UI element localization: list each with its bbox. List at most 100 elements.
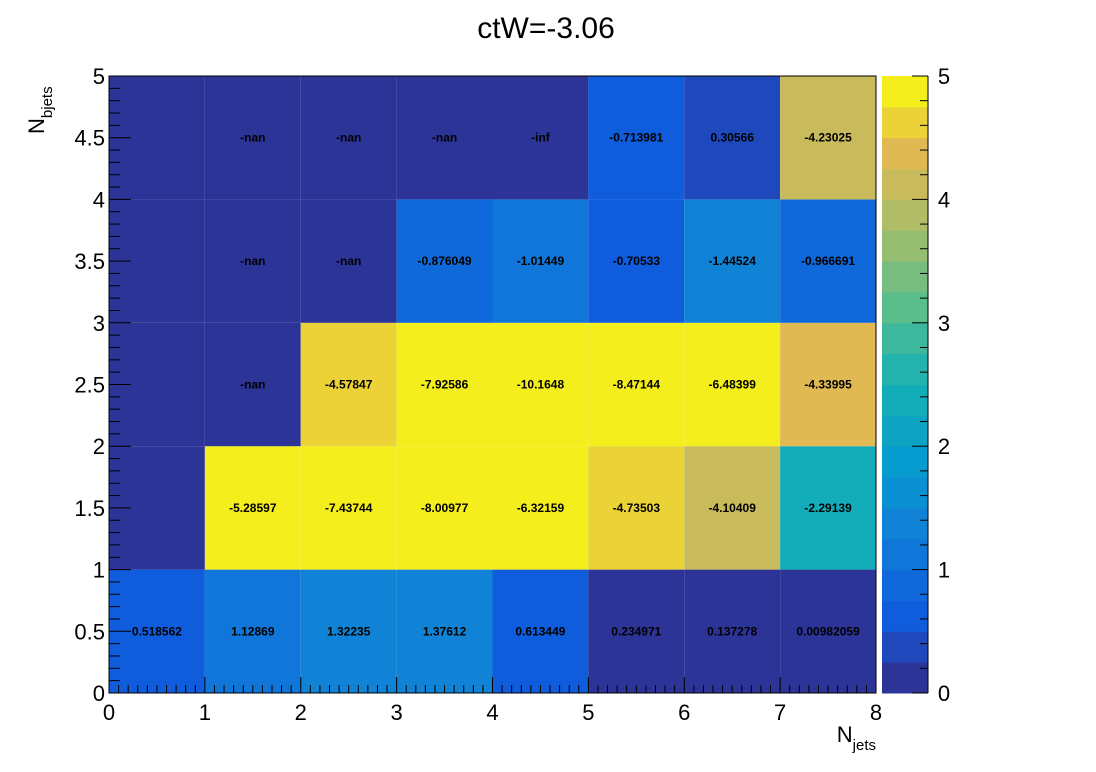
colorbar-band [882,600,928,632]
y-tick-label: 2 [93,434,105,459]
heatmap-cell [492,76,589,200]
heatmap-cell [204,76,301,200]
cell-value-label: -0.713981 [609,131,663,145]
heatmap-cell [684,76,781,200]
colorbar-tick-label: 5 [938,64,950,89]
cell-value-label: -nan [336,254,361,268]
colorbar-band [882,291,928,324]
colorbar-band [882,199,928,231]
heatmap-cell [684,446,781,570]
colorbar-band [882,384,928,416]
cell-value-label: -4.57847 [325,378,373,392]
cell-value-label: -nan [240,254,265,268]
cell-value-label: 1.12869 [231,624,275,638]
heatmap-cell [588,446,685,570]
x-axis-label-sub: jets [852,737,876,754]
colorbar-band [882,76,928,108]
y-axis-label: Nbjets [24,86,56,134]
heatmap-cell [396,76,493,200]
heatmap-cell [300,569,397,693]
heatmap-cell [300,199,397,323]
colorbar-tick-label: 1 [938,558,950,583]
chart-title: ctW=-3.06 [477,12,615,45]
heatmap-cell [204,199,301,323]
cell-value-label: 0.00982059 [796,624,860,638]
colorbar-band [882,631,928,663]
y-tick-label: 4.5 [74,126,105,151]
x-axis-label-main: N [837,722,853,747]
heatmap-cell [492,199,589,323]
y-tick-label: 1.5 [74,496,105,521]
cell-value-label: -4.23025 [804,131,852,145]
colorbar-band [882,446,928,478]
colorbar-band [882,569,928,601]
heatmap-cell [588,76,685,200]
colorbar-tick-label: 0 [938,681,950,706]
cell-value-label: -4.10409 [709,501,757,515]
heatmap-cell [396,199,493,323]
y-tick-label: 0.5 [74,619,105,644]
cell-value-label: -4.73503 [613,501,661,515]
heatmap-cell [204,569,301,693]
colorbar-band [882,168,928,200]
colorbar-band [882,477,928,509]
colorbar-band [882,415,928,447]
cells-layer [109,76,876,693]
cell-value-label: 0.234971 [611,624,661,638]
cell-value-label: -6.48399 [709,378,757,392]
heatmap-cell [684,569,781,693]
cell-value-label: -4.33995 [804,378,852,392]
cell-value-label: -1.01449 [517,254,565,268]
heatmap-cell [780,569,876,693]
x-tick-label: 7 [774,700,786,725]
colorbar-band [882,137,928,170]
heatmap-cell [684,322,781,447]
colorbar-tick-label: 2 [938,434,950,459]
cell-value-label: -8.47144 [613,378,661,392]
heatmap-cell [588,322,685,447]
cell-value-label: -7.43744 [325,501,373,515]
cell-value-label: -1.44524 [709,254,757,268]
colorbar-band [882,538,928,571]
y-tick-label: 5 [93,64,105,89]
cell-value-label: 0.613449 [515,624,565,638]
colorbar-band [882,507,928,540]
cell-value-label: -6.32159 [517,501,565,515]
cell-value-label: -5.28597 [229,501,277,515]
y-tick-label: 0 [93,681,105,706]
heatmap-cell [780,322,876,447]
x-axis-label: Njets [837,722,876,754]
heatmap-cell [300,322,397,447]
heatmap-cell [492,569,589,693]
heatmap-cell [396,446,493,570]
heatmap-cell [396,569,493,693]
cell-value-label: -nan [336,131,361,145]
cell-value-label: 1.32235 [327,624,371,638]
x-tick-label: 4 [486,700,498,725]
colorbar-band [882,322,928,355]
colorbar [882,76,928,694]
cell-value-label: -0.966691 [801,254,855,268]
heatmap-cell [588,199,685,323]
y-tick-label: 2.5 [74,373,105,398]
x-tick-label: 2 [295,700,307,725]
cell-value-label: -0.876049 [418,254,472,268]
y-axis-label-main: N [24,118,49,134]
y-tick-label: 1 [93,558,105,583]
x-tick-label: 1 [199,700,211,725]
cell-value-label: 0.518562 [132,624,182,638]
heatmap-cell [492,322,589,447]
cell-value-label: -7.92586 [421,378,469,392]
heatmap-cell [300,446,397,570]
heatmap-cell [492,446,589,570]
heatmap-cell [396,322,493,447]
y-tick-label: 3.5 [74,249,105,274]
heatmap-cell [780,446,876,570]
y-tick-label: 3 [93,311,105,336]
heatmap-cell [684,199,781,323]
colorbar-tick-label: 3 [938,311,950,336]
colorbar-axis: 0 1 2 3 4 5 [912,64,950,706]
colorbar-tick-label: 4 [938,187,950,212]
cell-value-label: -2.29139 [804,501,852,515]
